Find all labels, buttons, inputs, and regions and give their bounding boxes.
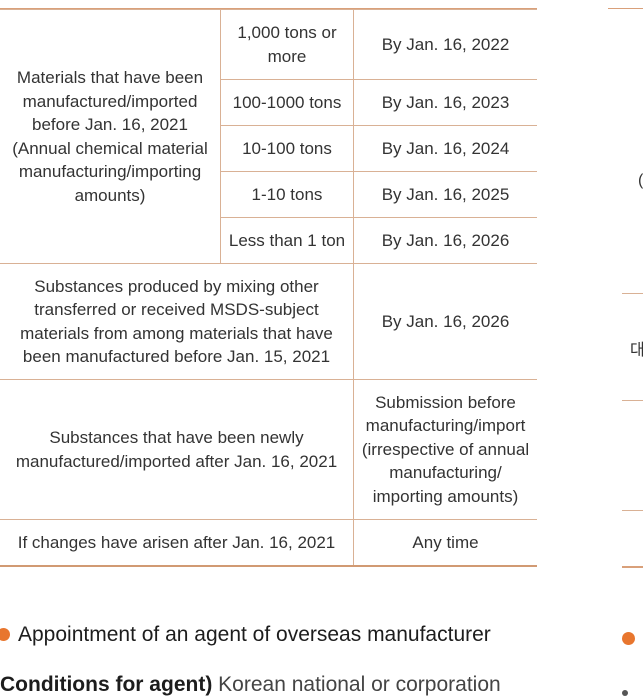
bullet-dot-icon bbox=[0, 628, 10, 641]
right-bullet-dot-icon bbox=[622, 632, 635, 645]
right-divider-2 bbox=[622, 400, 643, 401]
right-fragment-korean: 대 bbox=[630, 342, 643, 359]
mixed-substances-label: Substances produced by mixing other tran… bbox=[0, 263, 354, 380]
tier-amount-2: 100-1000 tons bbox=[220, 79, 354, 126]
mixed-substances-deadline: By Jan. 16, 2026 bbox=[353, 263, 537, 380]
conditions-line: Conditions for agent) Korean national or… bbox=[0, 673, 501, 697]
new-substances-label: Substances that have been newly manufact… bbox=[0, 379, 354, 520]
tier-deadline-1: By Jan. 16, 2022 bbox=[353, 9, 537, 80]
tier-amount-4: 1-10 tons bbox=[220, 171, 354, 218]
conditions-text: Korean national or corporation bbox=[218, 673, 501, 696]
right-bottom-rule bbox=[622, 566, 643, 568]
right-divider-3 bbox=[622, 510, 643, 511]
group1-cell: Materials that have been manufactured/im… bbox=[0, 9, 221, 264]
tier-deadline-4: By Jan. 16, 2025 bbox=[353, 171, 537, 218]
conditions-label: Conditions for agent) bbox=[0, 673, 213, 696]
right-small-bullet-icon bbox=[622, 690, 628, 696]
table-top-rule bbox=[0, 8, 537, 9]
tier-deadline-2: By Jan. 16, 2023 bbox=[353, 79, 537, 126]
changes-label: If changes have arisen after Jan. 16, 20… bbox=[0, 519, 354, 567]
new-substances-deadline: Submission before manufacturing/import (… bbox=[353, 379, 537, 520]
section-heading: Appointment of an agent of overseas manu… bbox=[0, 623, 491, 647]
tier-amount-5: Less than 1 ton bbox=[220, 217, 354, 264]
tier-amount-3: 10-100 tons bbox=[220, 125, 354, 172]
msds-deadline-table: Materials that have been manufactured/im… bbox=[0, 9, 537, 567]
right-top-rule bbox=[608, 8, 643, 9]
section-heading-text: Appointment of an agent of overseas manu… bbox=[18, 623, 491, 646]
tier-amount-1: 1,000 tons or more bbox=[220, 9, 354, 80]
tier-deadline-5: By Jan. 16, 2026 bbox=[353, 217, 537, 264]
tier-deadline-3: By Jan. 16, 2024 bbox=[353, 125, 537, 172]
group1-note: (Annual chemical material manufacturing/… bbox=[12, 138, 208, 205]
right-divider-1 bbox=[622, 293, 643, 294]
changes-deadline: Any time bbox=[353, 519, 537, 567]
right-fragment-paren: ( bbox=[638, 172, 643, 189]
group1-label: Materials that have been manufactured/im… bbox=[16, 68, 204, 134]
